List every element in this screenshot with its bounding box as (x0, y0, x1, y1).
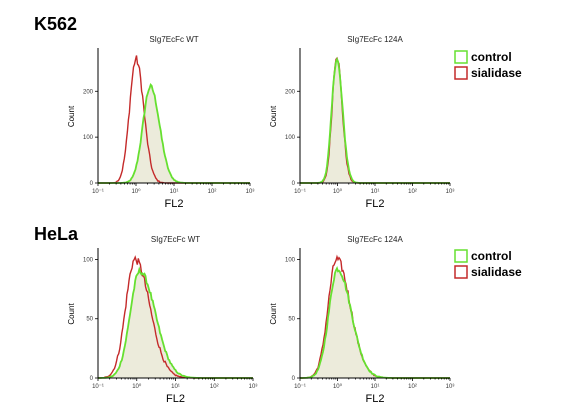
control-fill-area (98, 269, 253, 378)
y-tick-label: 100 (285, 135, 296, 141)
x-tick-label: 10¹ (171, 384, 180, 390)
row-label-k562: K562 (34, 14, 77, 34)
x-tick-label: 10⁰ (333, 188, 343, 195)
x-tick-label: 10⁻¹ (92, 189, 104, 195)
x-tick-label: 10⁰ (132, 383, 142, 390)
panel-title: SIg7EcFc WT (149, 35, 198, 44)
y-tick-label: 200 (285, 89, 296, 95)
x-tick-label: 10⁻¹ (294, 384, 306, 390)
x-tick-label: 10¹ (371, 189, 380, 195)
legend-top: control sialidase (454, 50, 522, 80)
y-axis-label: Count (269, 105, 278, 127)
x-axis-label: FL2 (165, 198, 184, 210)
legend-swatch-sialidase (454, 265, 468, 279)
x-tick-label: 10¹ (170, 189, 179, 195)
control-fill-area (300, 59, 450, 184)
panel-title: SIg7EcFc 124A (347, 35, 403, 44)
x-tick-label: 10⁰ (131, 188, 141, 195)
series-line-control (98, 82, 250, 184)
series-line-control (300, 56, 450, 184)
x-tick-label: 10⁰ (333, 383, 343, 390)
x-axis-label: FL2 (166, 393, 185, 405)
y-tick-label: 50 (288, 317, 295, 323)
control-fill-area (300, 268, 450, 378)
y-axis-label: Count (67, 303, 76, 325)
legend-label-control: control (471, 249, 512, 263)
x-tick-label: 10³ (446, 384, 455, 390)
x-tick-label: 10³ (246, 189, 255, 195)
y-tick-label: 100 (83, 257, 94, 263)
histogram-panel-2: SIg7EcFc 124A 10⁻¹ 10⁰ 10¹ 10² 10³ 0 100 200 FL2 C… (269, 35, 454, 210)
x-tick-label: 10⁻¹ (294, 189, 306, 195)
panel-title: SIg7EcFc WT (151, 235, 200, 244)
legend-swatch-sialidase (454, 66, 468, 80)
x-axis-label: FL2 (366, 393, 385, 405)
x-tick-label: 10³ (249, 384, 258, 390)
histogram-panel-4: SIg7EcFc 124A 10⁻¹ 10⁰ 10¹ 10² 10³ 0 50 100 FL2 Co… (269, 235, 454, 405)
panel-title: SIg7EcFc 124A (347, 235, 403, 244)
histogram-panel-1: SIg7EcFc WT 10⁻¹ 10⁰ 10¹ 10² 10³ 0 100 200 FL2 Cou… (67, 35, 254, 210)
y-axis-label: Count (269, 303, 278, 325)
y-tick-label: 0 (90, 376, 94, 382)
x-tick-label: 10¹ (371, 384, 380, 390)
x-axis-label: FL2 (366, 198, 385, 210)
x-tick-label: 10² (210, 384, 219, 390)
series-line-sialidase (300, 56, 450, 184)
legend-swatch-control (454, 249, 468, 263)
series-line-sialidase (98, 55, 250, 184)
row-label-hela: HeLa (34, 224, 79, 244)
x-tick-label: 10² (408, 189, 417, 195)
x-tick-label: 10² (408, 384, 417, 390)
histogram-panel-3: SIg7EcFc WT 10⁻¹ 10⁰ 10¹ 10² 10³ 0 50 100 FL2 Coun… (67, 235, 257, 405)
y-tick-label: 100 (83, 135, 94, 141)
x-tick-label: 10⁻¹ (92, 384, 104, 390)
y-axis-label: Count (67, 105, 76, 127)
y-tick-label: 0 (90, 181, 94, 187)
series-line-control (98, 266, 253, 379)
y-tick-label: 50 (86, 317, 93, 323)
legend-label-sialidase: sialidase (471, 66, 522, 80)
y-tick-label: 200 (83, 89, 94, 95)
y-tick-label: 100 (285, 257, 296, 263)
legend-swatch-control (454, 50, 468, 64)
y-tick-label: 0 (292, 181, 296, 187)
histogram-panels: SIg7EcFc WT 10⁻¹ 10⁰ 10¹ 10² 10³ 0 100 200 FL2 Cou… (67, 35, 454, 405)
control-fill-area (98, 84, 250, 183)
y-tick-label: 0 (292, 376, 296, 382)
legend-label-sialidase: sialidase (471, 265, 522, 279)
legend-bottom: control sialidase (454, 249, 522, 279)
x-tick-label: 10³ (446, 189, 455, 195)
legend-label-control: control (471, 50, 512, 64)
x-tick-label: 10² (208, 189, 217, 195)
